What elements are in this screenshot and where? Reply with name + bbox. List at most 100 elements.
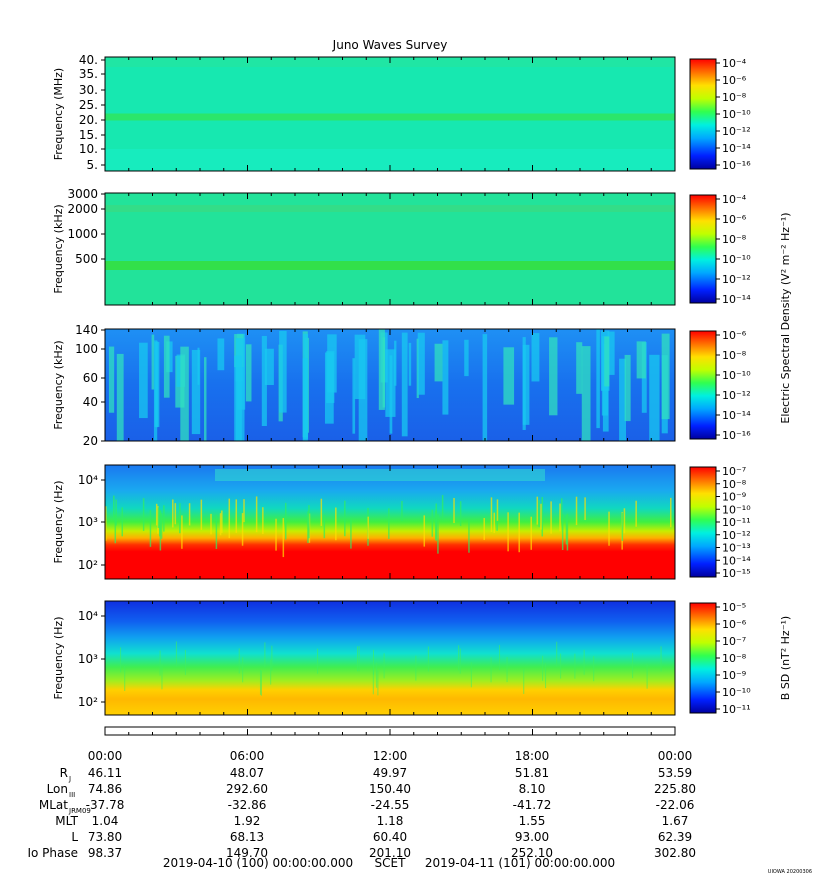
colorbar-5-scale [689,602,717,714]
ephemeris-time-label: 12:00 [373,749,408,763]
panel-4-streak [157,507,160,528]
panel-5-streak [242,657,244,683]
panel-2-ylabel: Frequency (kHz) [52,204,65,293]
panel-4-streak [159,510,162,551]
panel-4-streak [219,513,222,536]
ephemeris-table: 00:00 06:00 12:00 18:00 00:00 R J 46.11 48.07 49.… [27,749,696,860]
colorbar-4-tick-label: 10⁻¹¹ [722,516,751,529]
panel-2-y-tick-label: 3000 [67,187,98,201]
panel-5-streak [161,664,163,690]
panel-4-streak [174,503,177,525]
panel-3-burst [649,354,660,441]
panel-4-streak [621,513,624,541]
panel-1-y-tick-label: 40. [79,53,98,67]
panel-5-streak [560,653,562,679]
panel-3-burst [116,353,124,441]
panel-3-burst [197,347,200,385]
ephemeris-value: -22.06 [656,798,695,812]
panel-4-streak [561,514,564,551]
panel-4-streak [540,503,542,530]
colorbars: 10⁻⁴ 10⁻⁶ 10⁻⁸ 10⁻¹⁰ 10⁻¹² 10⁻¹⁴ 10⁻¹⁶ 10⁻⁴ 10⁻⁶… [689,57,751,716]
colorbar-4-scale [689,466,717,578]
ephemeris-value: -41.72 [513,798,552,812]
panel-1-ylabel: Frequency (MHz) [52,68,65,160]
colorbar-4: 10⁻⁷10⁻⁸10⁻⁹10⁻¹⁰10⁻¹¹10⁻¹²10⁻¹³10⁻¹⁴10⁻… [689,465,751,580]
panel-2-y-tick-label: 500 [75,252,98,266]
ephemeris-row-label: R [60,766,68,780]
colorbar-3-tick-label: 10⁻¹² [722,389,751,402]
panel-4-streak [308,505,310,539]
figure-title: Juno Waves Survey [332,38,448,52]
panel-4-streak [560,498,563,521]
panel-4-streak [490,497,493,533]
panel-4-streak [172,499,174,528]
ephemeris-value: -37.78 [86,798,125,812]
panel-4-streak [121,507,124,537]
panel-3-y-tick-label: 140 [75,323,98,337]
colorbar-2-tick-label: 10⁻¹⁴ [722,293,751,306]
colorbar-3-tick-label: 10⁻¹⁰ [722,369,751,382]
panel-4-streak [623,508,626,534]
panel-3-burst [358,339,368,441]
panel-4-streak [635,500,637,527]
panel-5-streak [372,669,374,695]
panel-5-streak [593,656,595,682]
footer-credit: UIOWA 20200306 [768,869,812,875]
panel-5-streak [260,670,262,696]
panel-1-y-tick-label: 10. [79,142,98,156]
panel-3-burst [531,333,540,382]
panel-4-streak [320,498,323,526]
panel-4-streak [350,517,352,549]
panel-4-streak [584,497,586,521]
panel-3-burst [624,354,631,422]
ephemeris-value: 8.10 [519,782,546,796]
panel-5-streak [184,649,186,675]
panel-3-burst [261,335,267,427]
panel-4: 10⁴ 10³ 10² Frequency (Hz) [52,464,676,580]
panel-4-streak [215,514,218,549]
panel-1-y-tick-label: 20. [79,113,98,127]
colorbar-1: 10⁻⁴ 10⁻⁶ 10⁻⁸ 10⁻¹⁰ 10⁻¹² 10⁻¹⁴ 10⁻¹⁶ [689,57,751,172]
panel-5-streak [264,642,266,668]
footer-start-time: 2019-04-10 (100) 00:00:00.000 [163,856,353,870]
panel-1: 40.35. 30.25.20.15.10. 5. Frequency (MHz) [52,53,676,172]
colorbar-2-tick-label: 10⁻¹⁰ [722,253,751,266]
colorbar-4-tick-label: 10⁻⁸ [722,478,747,491]
colorbar-5-tick-label: 10⁻⁷ [722,635,746,648]
panel-5-streak [317,648,319,674]
colorbar-1-tick-label: 10⁻⁸ [722,91,747,104]
panel-5-streak [427,646,429,672]
panel-3-burst [581,346,591,441]
ephemeris-value: 48.07 [230,766,264,780]
panel-4-streak [179,503,181,534]
panel-1-y-tick-label: 25. [79,98,98,112]
panel-4-ylabel: Frequency (Hz) [52,481,65,564]
panel-3-burst [180,346,189,441]
panel-4-streak [142,498,145,531]
ephemeris-value: 252.10 [511,846,553,860]
panel-4-streak [262,507,264,535]
panel-4-streak [423,515,426,547]
panel-4-streak [483,517,485,540]
ephemeris-value: 74.86 [88,782,122,796]
panel-4-streak [323,514,326,539]
panel-3-burst [245,344,252,402]
panel-3-burst [434,343,443,382]
panel-4-streak [507,512,509,552]
ephemeris-row-label: Lon [47,782,68,796]
panel-5-streak [545,663,547,689]
panel-5: 10⁴ 10³ 10² Frequency (Hz) [52,600,676,716]
panel-4-streak [530,516,532,550]
panel-3-burst [151,334,155,390]
panel-4-streak [538,500,540,528]
panel-4-streak [221,510,223,533]
panel-4-streak [307,511,309,543]
panel-3-burst [482,334,488,441]
panel-3-burst [394,340,397,386]
colorbar-4-tick-label: 10⁻¹⁴ [722,554,751,567]
panel-4-streak [210,513,212,535]
ephemeris-time-axis [104,726,676,736]
ephemeris-value: 60.40 [373,830,407,844]
panel-4-y-tick-label: 10⁴ [78,473,98,487]
